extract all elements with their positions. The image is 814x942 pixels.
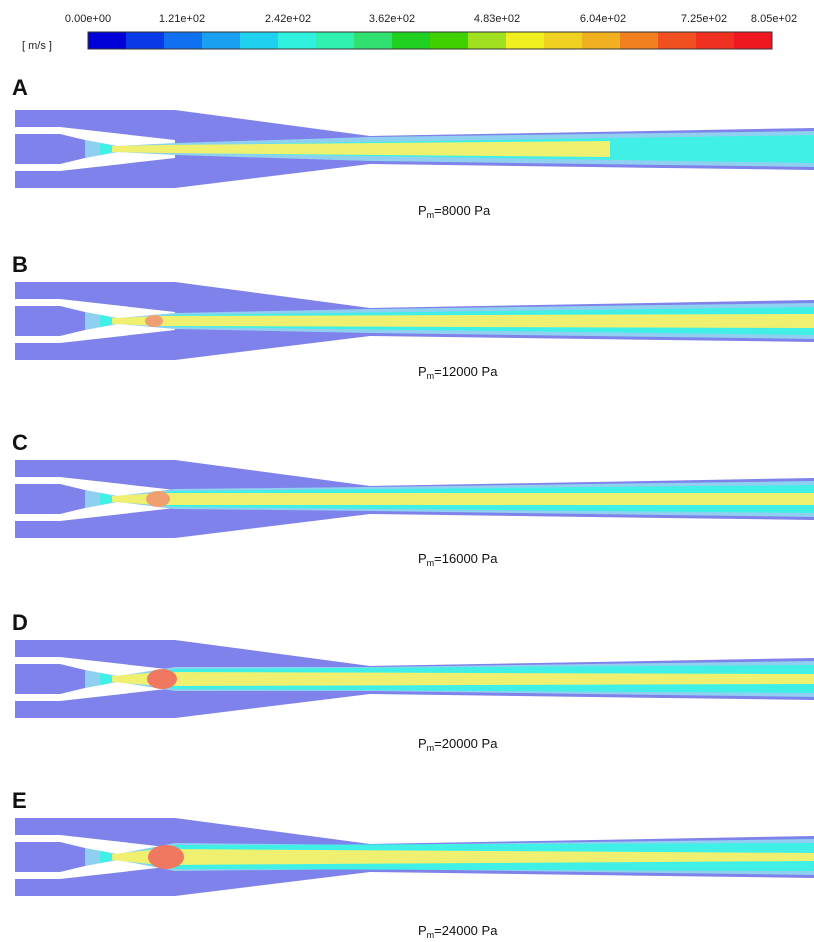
panel-letter: C bbox=[12, 430, 28, 455]
colorbar-tick-label: 3.62e+02 bbox=[369, 13, 415, 25]
colorbar-segment bbox=[620, 32, 659, 49]
panel: D Pm=20000 Pa bbox=[12, 610, 814, 753]
caption-text: =24000 Pa bbox=[434, 923, 498, 938]
caption-subscript: m bbox=[427, 371, 435, 381]
caption-symbol: P bbox=[418, 364, 427, 379]
colorbar-segment bbox=[278, 32, 317, 49]
colorbar-segment bbox=[240, 32, 279, 49]
caption-symbol: P bbox=[418, 736, 427, 751]
colorbar-tick-label: 1.21e+02 bbox=[159, 13, 205, 25]
panel: E Pm=24000 Pa bbox=[12, 788, 814, 940]
caption-text: =16000 Pa bbox=[434, 551, 498, 566]
panel: A Pm=8000 Pa bbox=[12, 75, 814, 220]
caption-subscript: m bbox=[427, 210, 435, 220]
colorbar-segment bbox=[164, 32, 203, 49]
colorbar-segment bbox=[506, 32, 545, 49]
jet-core bbox=[112, 314, 814, 328]
colorbar-tick-label: 2.42e+02 bbox=[265, 13, 311, 25]
colorbar-segment bbox=[316, 32, 355, 49]
caption-subscript: m bbox=[427, 930, 435, 940]
panel: C Pm=16000 Pa bbox=[12, 430, 814, 568]
panel-caption: Pm=12000 Pa bbox=[418, 364, 498, 381]
colorbar-segment bbox=[88, 32, 127, 49]
colorbar-segment bbox=[696, 32, 735, 49]
jet-hot-spot bbox=[147, 669, 177, 689]
figure: [ m/s ] 0.00e+00 1.21e+02 2.42e+02 3.62e+02… bbox=[0, 0, 814, 942]
colorbar-segment bbox=[430, 32, 469, 49]
colorbar-tick-label: 4.83e+02 bbox=[474, 13, 520, 25]
jet-core bbox=[112, 672, 814, 686]
colorbar-unit: [ m/s ] bbox=[22, 40, 52, 52]
colorbar-segment bbox=[126, 32, 165, 49]
jet-hot-spot bbox=[145, 315, 163, 327]
colorbar-segment bbox=[354, 32, 393, 49]
caption-symbol: P bbox=[418, 551, 427, 566]
caption-subscript: m bbox=[427, 743, 435, 753]
colorbar-tick-label: 0.00e+00 bbox=[65, 13, 111, 25]
colorbar-segment bbox=[544, 32, 583, 49]
caption-symbol: P bbox=[418, 923, 427, 938]
caption-subscript: m bbox=[427, 558, 435, 568]
panel-caption: Pm=16000 Pa bbox=[418, 551, 498, 568]
caption-text: =12000 Pa bbox=[434, 364, 498, 379]
colorbar-tick-label: 6.04e+02 bbox=[580, 13, 626, 25]
panel-letter: A bbox=[12, 75, 28, 100]
panel: B Pm=12000 Pa bbox=[12, 252, 814, 381]
panel-letter: D bbox=[12, 610, 28, 635]
colorbar-segment bbox=[202, 32, 241, 49]
colorbar-segment bbox=[734, 32, 773, 49]
jet-hot-spot bbox=[148, 845, 184, 869]
colorbar-segment bbox=[582, 32, 621, 49]
panel-caption: Pm=20000 Pa bbox=[418, 736, 498, 753]
panel-caption: Pm=8000 Pa bbox=[418, 203, 491, 220]
colorbar-tick-label: 7.25e+02 bbox=[681, 13, 727, 25]
colorbar-segment bbox=[468, 32, 507, 49]
panel-letter: B bbox=[12, 252, 28, 277]
colorbar-segment bbox=[392, 32, 431, 49]
colorbar-tick-label: 8.05e+02 bbox=[751, 13, 797, 25]
panel-letter: E bbox=[12, 788, 27, 813]
caption-symbol: P bbox=[418, 203, 427, 218]
colorbar-segment bbox=[658, 32, 697, 49]
caption-text: =8000 Pa bbox=[434, 203, 491, 218]
jet-core bbox=[112, 493, 814, 505]
panel-caption: Pm=24000 Pa bbox=[418, 923, 498, 940]
jet-hot-spot bbox=[146, 491, 170, 507]
caption-text: =20000 Pa bbox=[434, 736, 498, 751]
